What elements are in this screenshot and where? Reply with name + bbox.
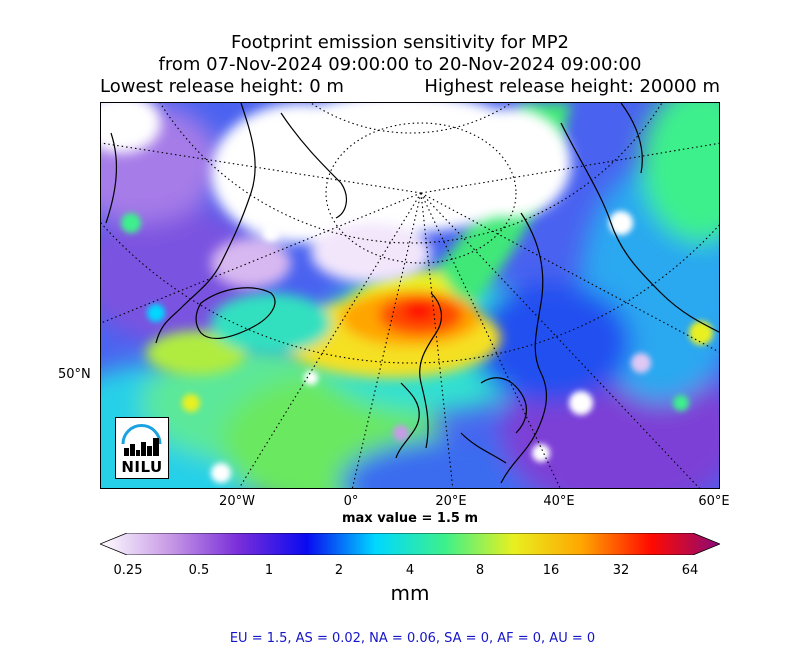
sensitivity-speckle bbox=[121, 211, 713, 483]
colorbar-tick: 4 bbox=[405, 563, 415, 578]
lon-label-40e: 40°E bbox=[543, 494, 575, 509]
colorbar-tick: 2 bbox=[334, 563, 344, 578]
colorbar-tick: 8 bbox=[475, 563, 485, 578]
colorbar-tick: 64 bbox=[681, 563, 699, 578]
lon-label-60e: 60°E bbox=[698, 494, 730, 509]
lon-label-20w: 20°W bbox=[219, 494, 255, 509]
lowest-release-height: Lowest release height: 0 m bbox=[100, 76, 344, 97]
lon-label-0: 0° bbox=[343, 494, 359, 509]
max-value-label: max value = 1.5 m bbox=[341, 511, 479, 526]
lon-label-20e: 20°E bbox=[435, 494, 467, 509]
nilu-logo-icon bbox=[121, 424, 162, 456]
map-title-line1: Footprint emission sensitivity for MP2 bbox=[230, 32, 569, 53]
colorbar-tick: 1 bbox=[264, 563, 274, 578]
colorbar-tick: 32 bbox=[612, 563, 630, 578]
lat-label-50n: 50°N bbox=[58, 367, 91, 382]
highest-release-height: Highest release height: 20000 m bbox=[424, 76, 720, 97]
colorbar-tick: 0.5 bbox=[188, 563, 210, 578]
map-title-line2: from 07-Nov-2024 09:00:00 to 20-Nov-2024… bbox=[158, 54, 642, 75]
graticule bbox=[101, 103, 719, 488]
colorbar-tick: 16 bbox=[542, 563, 560, 578]
footprint-map bbox=[100, 102, 720, 489]
colorbar-unit: mm bbox=[390, 581, 430, 605]
map-canvas bbox=[101, 103, 719, 488]
colorbar bbox=[100, 533, 720, 555]
colorbar-tick: 0.25 bbox=[113, 563, 143, 578]
colorbar-gradient bbox=[100, 533, 720, 555]
region-stats: EU = 1.5, AS = 0.02, NA = 0.06, SA = 0, … bbox=[229, 631, 596, 646]
coastlines bbox=[105, 103, 719, 484]
nilu-logo-text: NILU bbox=[121, 458, 163, 476]
nilu-logo: NILU bbox=[115, 417, 169, 479]
